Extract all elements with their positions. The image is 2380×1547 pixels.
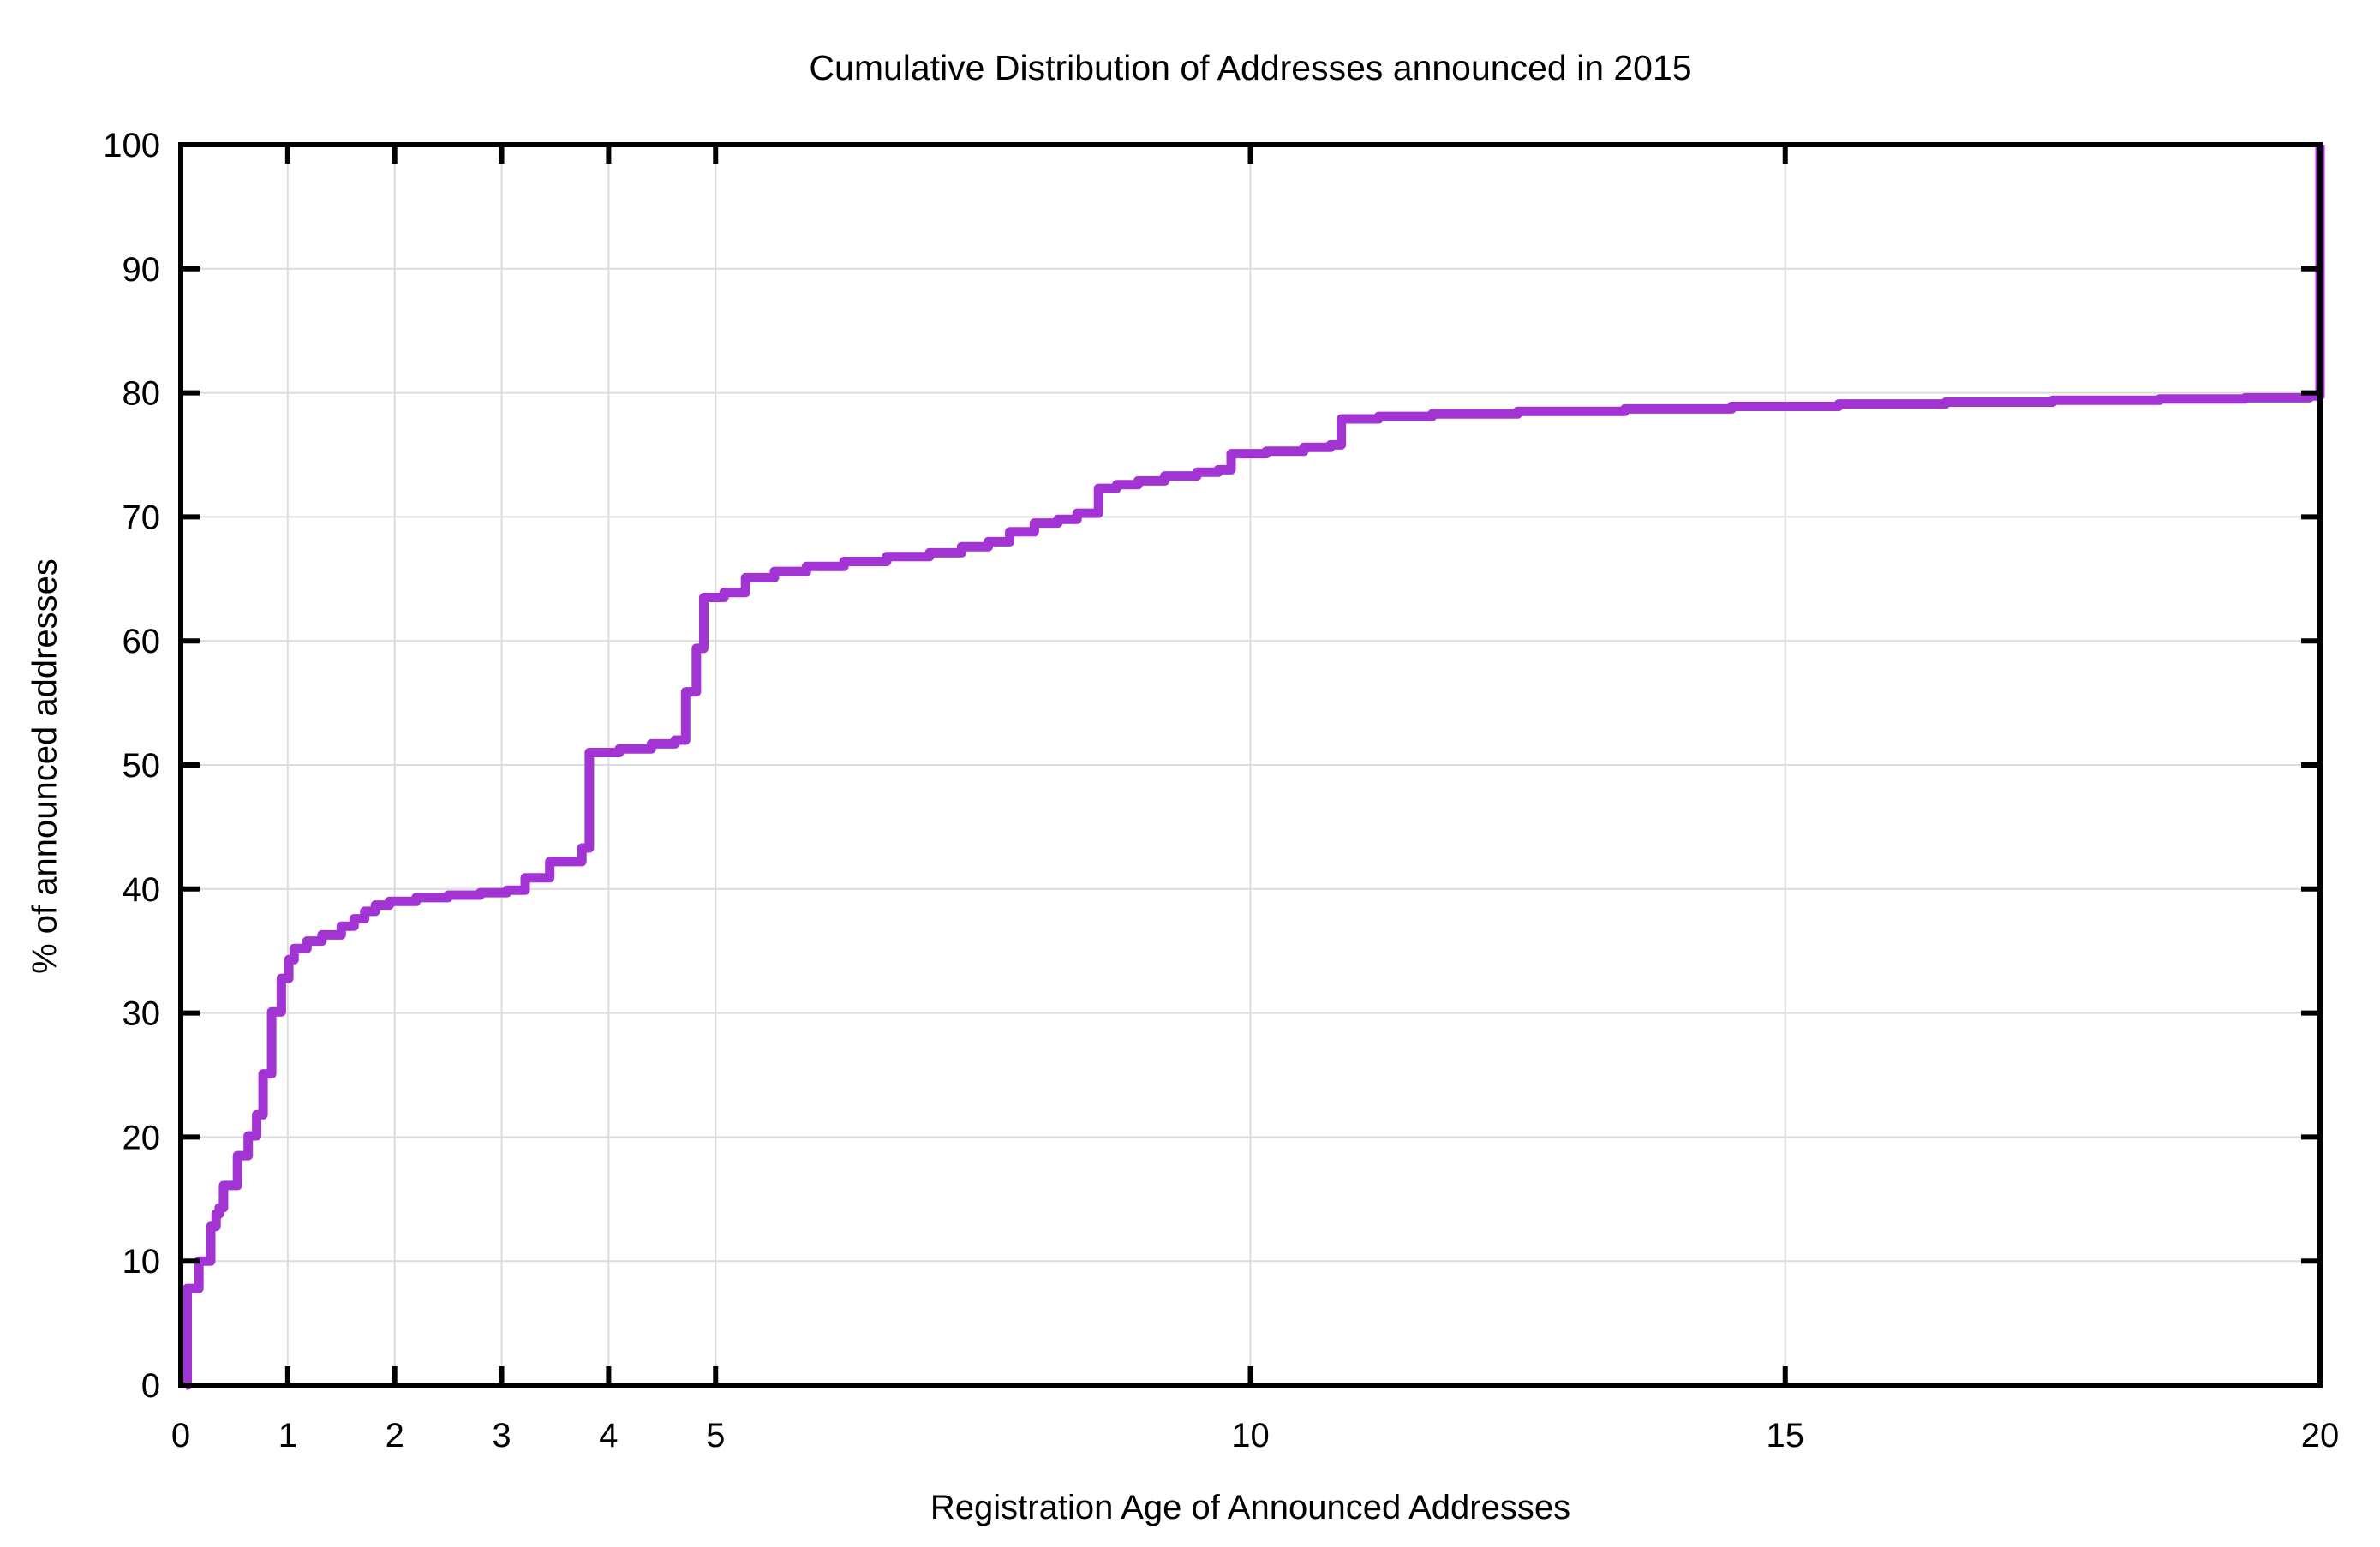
y-tick-label: 100 — [103, 127, 160, 164]
y-tick-label: 20 — [123, 1119, 161, 1156]
x-tick-label: 3 — [492, 1417, 511, 1454]
x-tick-label: 10 — [1231, 1417, 1270, 1454]
y-tick-label: 0 — [141, 1367, 160, 1405]
x-tick-label: 0 — [171, 1417, 190, 1454]
x-tick-label: 5 — [706, 1417, 725, 1454]
x-tick-label: 20 — [2301, 1417, 2340, 1454]
y-tick-label: 30 — [123, 995, 161, 1033]
x-tick-label: 15 — [1767, 1417, 1805, 1454]
x-axis-title: Registration Age of Announced Addresses — [930, 1489, 1571, 1526]
y-tick-label: 40 — [123, 871, 161, 909]
y-tick-label: 80 — [123, 375, 161, 413]
y-tick-label: 60 — [123, 623, 161, 660]
chart-title: Cumulative Distribution of Addresses ann… — [809, 48, 1692, 87]
x-tick-label: 1 — [278, 1417, 297, 1454]
y-tick-label: 10 — [123, 1243, 161, 1281]
x-tick-label: 4 — [599, 1417, 618, 1454]
x-tick-label: 2 — [386, 1417, 404, 1454]
y-tick-label: 50 — [123, 747, 161, 785]
y-tick-label: 70 — [123, 499, 161, 536]
y-tick-label: 90 — [123, 251, 161, 289]
cdf-curve — [182, 145, 2325, 1390]
